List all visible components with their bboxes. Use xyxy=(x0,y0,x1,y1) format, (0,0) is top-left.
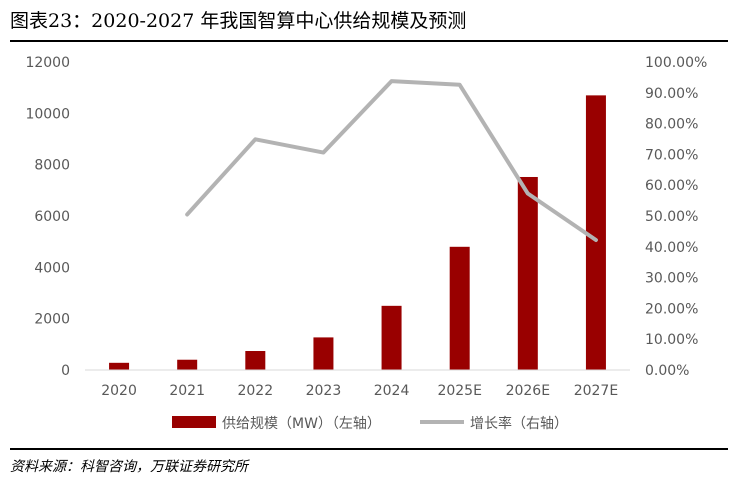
legend-bar-swatch xyxy=(172,416,216,428)
bar-2020 xyxy=(109,362,130,370)
bar-2021 xyxy=(177,359,198,370)
y-right-tick-label: 80.00% xyxy=(645,117,698,133)
y-right-tick-label: 50.00% xyxy=(645,209,698,225)
y-right-tick-label: 60.00% xyxy=(645,178,698,194)
x-tick-label: 2025E xyxy=(437,383,481,399)
x-tick-label: 2020 xyxy=(101,383,137,399)
x-tick-label: 2023 xyxy=(306,383,342,399)
bar-2023 xyxy=(313,337,334,370)
y-right-tick-label: 10.00% xyxy=(645,332,698,348)
y-left-tick-label: 0 xyxy=(61,363,70,379)
y-left-tick-label: 8000 xyxy=(34,158,70,174)
bar-2022 xyxy=(245,351,266,370)
y-right-tick-label: 40.00% xyxy=(645,240,698,256)
y-right-tick-label: 70.00% xyxy=(645,147,698,163)
source-note: 资料来源：科智咨询，万联证券研究所 xyxy=(10,459,248,475)
y-left-tick-label: 4000 xyxy=(34,260,70,276)
bar-2024 xyxy=(381,305,402,370)
bar-2025e xyxy=(449,246,470,370)
y-right-tick-label: 0.00% xyxy=(645,363,689,379)
y-right-tick-label: 100.00% xyxy=(645,55,707,71)
x-tick-label: 2026E xyxy=(506,383,550,399)
source-rule xyxy=(10,448,728,450)
legend-bar-label: 供给规模（MW）（左轴） xyxy=(222,416,381,432)
line-layer xyxy=(185,79,598,243)
bar-2026e xyxy=(517,176,538,370)
y-right-tick-label: 30.00% xyxy=(645,271,698,287)
x-tick-label: 2027E xyxy=(574,383,618,399)
bar-2027e xyxy=(585,95,606,370)
axes-layer: 2020 2021 2022 2023 2024 2025E 2026E 2027E 0 2000… xyxy=(25,55,707,399)
title-rule xyxy=(10,40,728,42)
y-right-tick-label: 90.00% xyxy=(645,86,698,102)
y-left-tick-label: 12000 xyxy=(25,55,70,71)
x-tick-label: 2024 xyxy=(374,383,410,399)
y-left-tick-label: 6000 xyxy=(34,209,70,225)
y-left-tick-label: 10000 xyxy=(25,106,70,122)
figure-title: 图表23：2020-2027 年我国智算中心供给规模及预测 xyxy=(10,10,467,32)
y-right-tick-label: 20.00% xyxy=(645,301,698,317)
x-tick-label: 2021 xyxy=(169,383,205,399)
bars-layer xyxy=(109,95,606,370)
legend-layer: 供给规模（MW）（左轴） 增长率（右轴） xyxy=(172,415,568,432)
y-left-tick-label: 2000 xyxy=(34,312,70,328)
legend-line-label: 增长率（右轴） xyxy=(470,415,568,432)
x-tick-label: 2022 xyxy=(237,383,273,399)
growth-rate-line xyxy=(185,79,598,243)
